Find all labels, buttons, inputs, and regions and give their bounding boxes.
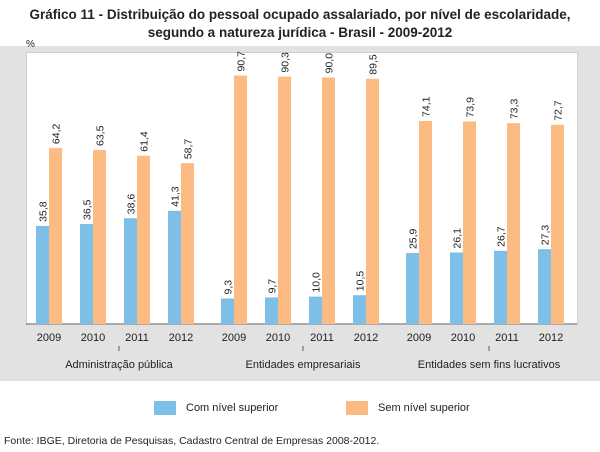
bar-com-1-2009 <box>221 298 234 324</box>
bar-com-2-2011 <box>494 250 507 324</box>
data-label-com-1-2010: 9,7 <box>267 279 279 294</box>
x-tick-label-0-2011: 2011 <box>125 332 149 344</box>
legend-label-com: Com nível superior <box>186 402 279 414</box>
data-label-com-1-2012: 10,5 <box>355 271 367 292</box>
group-label-0: Administração pública <box>65 359 173 371</box>
bar-sem-1-2011 <box>322 77 335 325</box>
data-label-com-1-2009: 9,3 <box>223 280 235 295</box>
data-label-sem-1-2011: 90,0 <box>324 53 336 74</box>
data-label-sem-2-2010: 73,9 <box>465 97 477 118</box>
bar-sem-1-2009 <box>234 75 247 325</box>
data-label-sem-1-2010: 90,3 <box>280 52 292 73</box>
legend-item-com: Com nível superior <box>154 401 278 415</box>
chart-title-line-1: Gráfico 11 - Distribuição do pessoal ocu… <box>29 7 571 22</box>
data-label-com-0-2010: 36,5 <box>82 199 94 220</box>
x-tick-label-1-2010: 2010 <box>266 332 290 344</box>
legend-swatch-sem <box>346 401 368 415</box>
legend-swatch-com <box>154 401 176 415</box>
bar-sem-0-2010 <box>93 150 106 324</box>
data-label-sem-1-2012: 89,5 <box>368 54 380 75</box>
data-label-sem-2-2011: 73,3 <box>509 99 521 120</box>
bar-sem-0-2012 <box>181 163 194 324</box>
bar-chart: % 35,8 64,2 2009 36,5 63,5 2010 38,6 61,4 2011 41,… <box>26 39 577 371</box>
data-label-com-0-2009: 35,8 <box>38 201 50 222</box>
source-note: Fonte: IBGE, Diretoria de Pesquisas, Cad… <box>4 435 380 447</box>
bar-com-2-2012 <box>538 249 551 324</box>
legend-item-sem: Sem nível superior <box>346 401 470 415</box>
bar-com-1-2011 <box>309 296 322 324</box>
bar-com-1-2012 <box>353 295 366 324</box>
x-tick-label-2-2011: 2011 <box>495 332 519 344</box>
data-label-com-0-2012: 41,3 <box>170 186 182 207</box>
plot-area <box>26 52 578 325</box>
data-label-com-2-2009: 25,9 <box>408 228 420 249</box>
x-tick-label-0-2009: 2009 <box>37 332 61 344</box>
bar-com-1-2010 <box>265 297 278 324</box>
data-label-sem-0-2009: 64,2 <box>51 123 63 144</box>
data-label-sem-2-2009: 74,1 <box>421 96 433 117</box>
chart-title: Gráfico 11 - Distribuição do pessoal ocu… <box>0 6 600 42</box>
bar-sem-1-2010 <box>278 76 291 324</box>
x-tick-label-2-2012: 2012 <box>539 332 563 344</box>
group-label-1: Entidades empresariais <box>246 359 361 371</box>
chart-title-line-2: segundo a natureza jurídica - Brasil - 2… <box>147 25 453 40</box>
data-label-com-2-2012: 27,3 <box>540 225 552 246</box>
bar-sem-2-2011 <box>507 123 520 325</box>
data-label-sem-0-2010: 63,5 <box>95 125 107 146</box>
bar-sem-2-2010 <box>463 121 476 324</box>
x-tick-label-1-2012: 2012 <box>354 332 378 344</box>
bar-com-0-2012 <box>168 210 181 324</box>
bar-com-0-2010 <box>80 223 93 324</box>
bar-sem-0-2011 <box>137 155 150 324</box>
data-label-sem-1-2009: 90,7 <box>236 51 248 72</box>
bar-com-0-2011 <box>124 218 137 324</box>
data-label-com-2-2011: 26,7 <box>496 226 508 247</box>
data-label-sem-0-2012: 58,7 <box>183 139 195 160</box>
legend-label-sem: Sem nível superior <box>378 402 470 414</box>
x-tick-label-1-2009: 2009 <box>222 332 246 344</box>
data-label-com-2-2010: 26,1 <box>452 228 464 249</box>
x-tick-label-2-2010: 2010 <box>451 332 475 344</box>
data-label-com-1-2011: 10,0 <box>311 272 323 293</box>
data-label-sem-0-2011: 61,4 <box>138 131 150 152</box>
y-axis-unit-label: % <box>26 39 35 50</box>
bar-sem-1-2012 <box>366 78 379 325</box>
bar-sem-0-2009 <box>49 148 62 324</box>
data-label-sem-2-2012: 72,7 <box>553 100 565 121</box>
bar-com-2-2009 <box>406 253 419 324</box>
bar-sem-2-2012 <box>551 124 564 324</box>
x-tick-label-0-2012: 2012 <box>169 332 193 344</box>
x-tick-label-0-2010: 2010 <box>81 332 105 344</box>
bar-com-2-2010 <box>450 252 463 324</box>
data-label-com-0-2011: 38,6 <box>126 194 138 215</box>
bar-com-0-2009 <box>36 225 49 324</box>
x-tick-label-1-2011: 2011 <box>310 332 334 344</box>
legend: Com nível superior Sem nível superior <box>0 381 600 433</box>
group-label-2: Entidades sem fins lucrativos <box>418 359 561 371</box>
x-tick-label-2-2009: 2009 <box>407 332 431 344</box>
bar-sem-2-2009 <box>419 120 432 324</box>
